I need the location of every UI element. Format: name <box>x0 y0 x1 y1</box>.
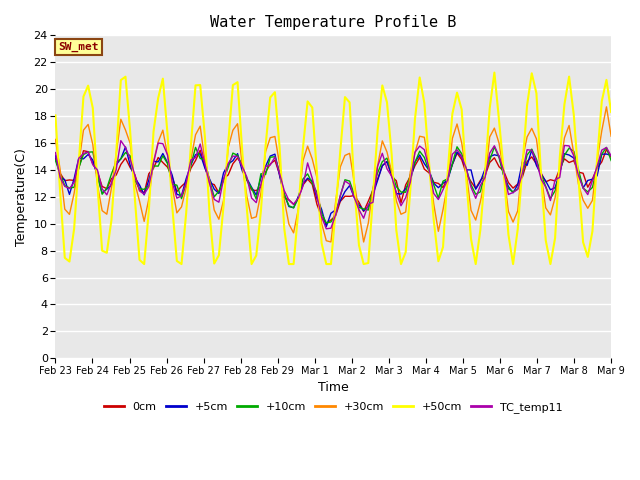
0cm <box>323 221 330 227</box>
+30cm <box>607 133 615 139</box>
+5cm <box>500 172 508 178</box>
+30cm <box>603 104 611 110</box>
+30cm <box>593 158 601 164</box>
0cm <box>439 185 447 191</box>
0cm <box>603 146 611 152</box>
+5cm <box>369 192 377 197</box>
Line: 0cm: 0cm <box>56 149 611 224</box>
+50cm <box>205 211 213 216</box>
+50cm <box>173 258 180 264</box>
+50cm <box>140 261 148 267</box>
+10cm <box>201 156 209 162</box>
+10cm <box>439 178 447 184</box>
+50cm <box>607 109 615 115</box>
0cm <box>495 164 503 169</box>
TC_temp11 <box>598 147 605 153</box>
+50cm <box>598 98 605 104</box>
Y-axis label: Temperature(C): Temperature(C) <box>15 148 28 246</box>
+5cm <box>52 153 60 158</box>
TC_temp11 <box>52 150 60 156</box>
+5cm <box>323 224 330 229</box>
Line: +50cm: +50cm <box>56 72 611 264</box>
+10cm <box>598 151 605 157</box>
+50cm <box>439 244 447 250</box>
+5cm <box>598 151 605 157</box>
TC_temp11 <box>323 226 330 232</box>
+10cm <box>364 207 372 213</box>
+30cm <box>52 136 60 142</box>
+10cm <box>52 157 60 163</box>
+10cm <box>500 173 508 179</box>
0cm <box>593 165 601 171</box>
X-axis label: Time: Time <box>318 382 349 395</box>
0cm <box>364 198 372 204</box>
+30cm <box>168 183 176 189</box>
TC_temp11 <box>205 180 213 186</box>
+10cm <box>323 220 330 226</box>
+10cm <box>607 158 615 164</box>
+5cm <box>444 177 452 183</box>
+5cm <box>607 153 615 158</box>
+50cm <box>500 168 508 174</box>
0cm <box>168 174 176 180</box>
TC_temp11 <box>607 153 615 159</box>
Legend: 0cm, +5cm, +10cm, +30cm, +50cm, TC_temp11: 0cm, +5cm, +10cm, +30cm, +50cm, TC_temp1… <box>99 397 567 417</box>
+5cm <box>122 144 129 150</box>
TC_temp11 <box>173 195 180 201</box>
Title: Water Temperature Profile B: Water Temperature Profile B <box>210 15 456 30</box>
TC_temp11 <box>369 200 377 205</box>
+30cm <box>495 140 503 146</box>
+5cm <box>205 176 213 182</box>
+30cm <box>439 207 447 213</box>
TC_temp11 <box>117 138 125 144</box>
Line: +10cm: +10cm <box>56 147 611 223</box>
TC_temp11 <box>500 168 508 174</box>
Line: TC_temp11: TC_temp11 <box>56 141 611 229</box>
Line: +30cm: +30cm <box>56 107 611 242</box>
+30cm <box>201 158 209 164</box>
+10cm <box>453 144 461 150</box>
+10cm <box>168 181 176 187</box>
+30cm <box>364 220 372 226</box>
+5cm <box>173 192 180 197</box>
+50cm <box>490 70 498 75</box>
+50cm <box>52 112 60 118</box>
TC_temp11 <box>444 177 452 183</box>
Line: +5cm: +5cm <box>56 147 611 227</box>
0cm <box>607 155 615 160</box>
0cm <box>201 164 209 169</box>
0cm <box>52 156 60 161</box>
Text: SW_met: SW_met <box>58 42 99 52</box>
+50cm <box>364 260 372 266</box>
+30cm <box>360 239 367 245</box>
